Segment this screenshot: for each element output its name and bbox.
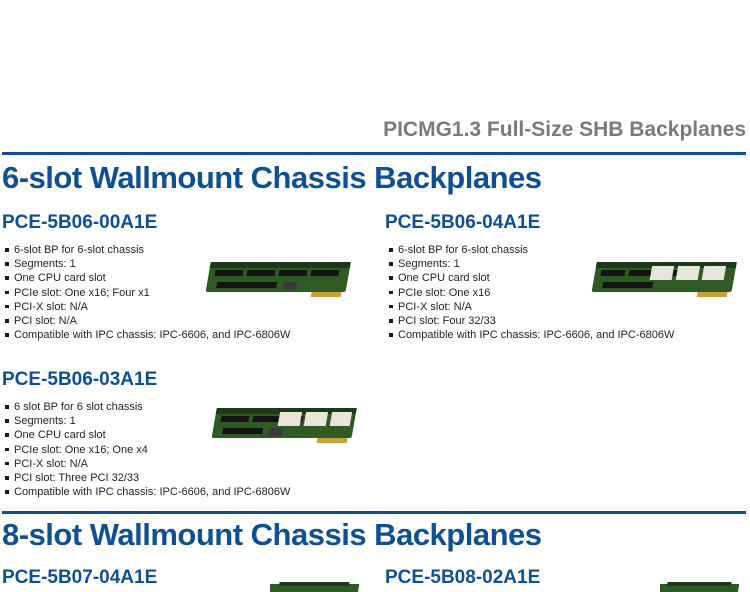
product-image-p1 [200,244,360,304]
product-title-p4: PCE-5B07-04A1E [2,567,157,589]
spec-item: Compatible with IPC chassis: IPC-6606, a… [2,485,290,499]
section-title-6slot: 6-slot Wallmount Chassis Backplanes [2,160,542,196]
spec-item: PCI-X slot: N/A [2,457,290,471]
section-title-8slot: 8-slot Wallmount Chassis Backplanes [2,517,542,553]
product-title-p3: PCE-5B06-03A1E [2,369,157,391]
product-image-p4-partial [270,580,360,592]
product-title-p1: PCE-5B06-00A1E [2,212,157,234]
spec-item: Compatible with IPC chassis: IPC-6606, a… [2,328,290,342]
divider-top [2,152,746,155]
spec-item: Compatible with IPC chassis: IPC-6606, a… [386,328,674,342]
product-image-p2 [586,244,746,304]
product-title-p2: PCE-5B06-04A1E [385,212,540,234]
spec-item: PCI slot: N/A [2,314,290,328]
page-header: PICMG1.3 Full-Size SHB Backplanes [383,118,746,142]
spec-item: PCI slot: Three PCI 32/33 [2,471,290,485]
product-image-p5-partial [660,580,740,592]
spec-item: PCI slot: Four 32/33 [386,314,674,328]
product-title-p5: PCE-5B08-02A1E [385,567,540,589]
divider-mid [2,511,746,514]
product-image-p3 [206,390,366,450]
